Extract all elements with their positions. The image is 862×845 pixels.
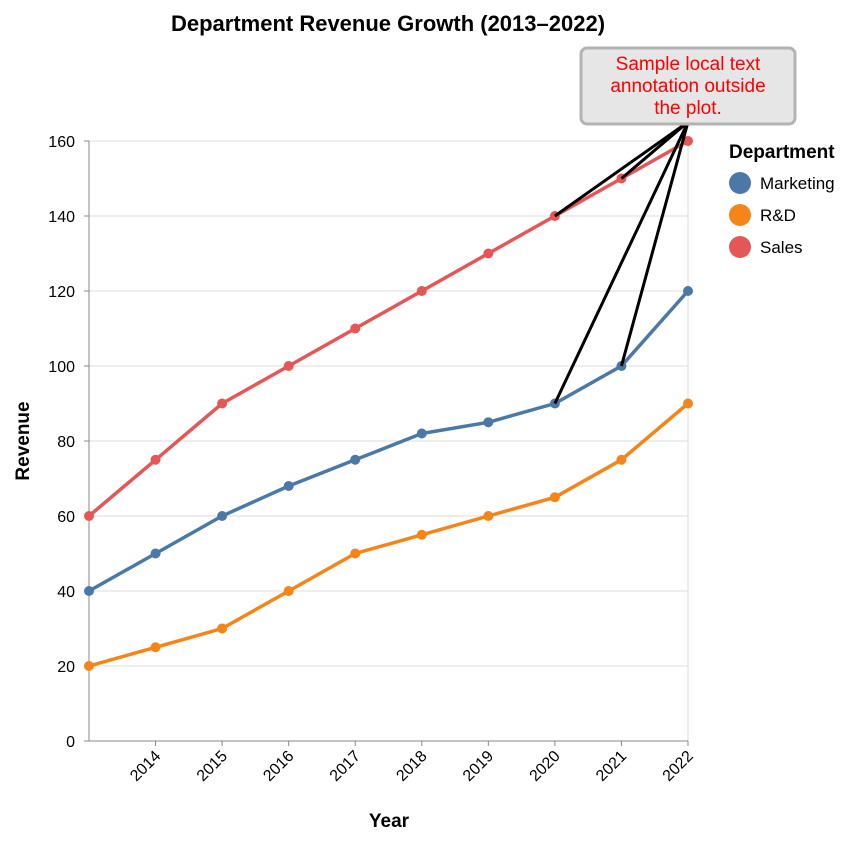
data-point[interactable]	[150, 642, 161, 653]
y-tick-label: 80	[57, 434, 75, 451]
grid-layer	[89, 140, 689, 742]
data-point[interactable]	[84, 511, 94, 521]
annotation-leader-line	[620, 120, 689, 180]
data-point[interactable]	[350, 548, 361, 559]
x-tick-label: 2019	[460, 748, 497, 785]
legend-swatch	[729, 172, 751, 194]
data-point[interactable]	[683, 286, 693, 296]
data-point[interactable]	[483, 248, 494, 259]
legend-label: Marketing	[760, 174, 835, 193]
annotation-leader-line	[553, 121, 690, 405]
y-tick-label: 20	[57, 659, 75, 676]
legend-label: Sales	[760, 238, 803, 257]
data-point[interactable]	[283, 361, 294, 371]
data-point[interactable]	[350, 323, 361, 334]
x-axis-title: Year	[369, 811, 410, 832]
series-layer	[84, 136, 693, 671]
data-point[interactable]	[483, 511, 494, 521]
x-tick-label: 2018	[393, 748, 430, 785]
annotation-text-line: the plot.	[654, 98, 722, 119]
data-point[interactable]	[217, 398, 228, 409]
x-tick-label: 2016	[260, 748, 297, 785]
data-point[interactable]	[683, 398, 693, 409]
y-axis-title: Revenue	[13, 401, 34, 480]
data-point[interactable]	[283, 586, 294, 596]
x-tick-label: 2015	[194, 748, 231, 785]
annotation-leader-line	[619, 121, 690, 367]
axes: Year Revenue 0 20 40 60 80 100 120 140 160 2014 20…	[13, 134, 697, 832]
annotation-leader-line	[554, 120, 689, 218]
annotation-text-line: Sample local text	[616, 54, 761, 75]
x-tick-label: 2022	[660, 748, 697, 785]
y-tick-label: 100	[48, 359, 75, 376]
data-point[interactable]	[416, 286, 427, 296]
annotation-text-line: annotation outside	[610, 76, 765, 97]
legend-title: Department	[729, 142, 835, 163]
series-line-r-d	[87, 401, 690, 668]
data-point[interactable]	[84, 586, 94, 596]
y-tick-label: 120	[48, 284, 75, 301]
y-tick-label: 0	[66, 734, 75, 751]
series-line-marketing	[87, 289, 690, 593]
legend: Department Marketing R&D Sales	[729, 142, 835, 258]
legend-label: R&D	[760, 206, 796, 225]
x-tick-label: 2017	[327, 748, 364, 785]
data-point[interactable]	[483, 417, 494, 428]
data-point[interactable]	[217, 623, 228, 634]
data-point[interactable]	[84, 661, 94, 671]
y-tick-label: 60	[57, 509, 75, 526]
data-point[interactable]	[683, 136, 693, 146]
y-tick-label: 140	[48, 209, 75, 226]
x-tick-label: 2020	[527, 748, 564, 785]
data-point[interactable]	[616, 454, 627, 465]
data-point[interactable]	[416, 529, 427, 540]
y-tick-label: 160	[48, 134, 75, 151]
x-tick-label: 2021	[593, 748, 630, 785]
annotation-box	[579, 46, 797, 126]
legend-swatch	[729, 236, 751, 258]
data-point[interactable]	[283, 481, 294, 491]
data-point[interactable]	[217, 511, 228, 521]
x-tick-label: 2014	[127, 748, 164, 785]
data-point[interactable]	[150, 454, 161, 465]
data-point[interactable]	[350, 454, 361, 465]
chart-title: Department Revenue Growth (2013–2022)	[171, 11, 605, 36]
data-point[interactable]	[549, 492, 560, 503]
data-point[interactable]	[416, 428, 427, 439]
series-line-sales	[87, 139, 690, 518]
y-tick-label: 40	[57, 584, 75, 601]
legend-swatch	[729, 204, 751, 226]
data-point[interactable]	[150, 548, 161, 559]
